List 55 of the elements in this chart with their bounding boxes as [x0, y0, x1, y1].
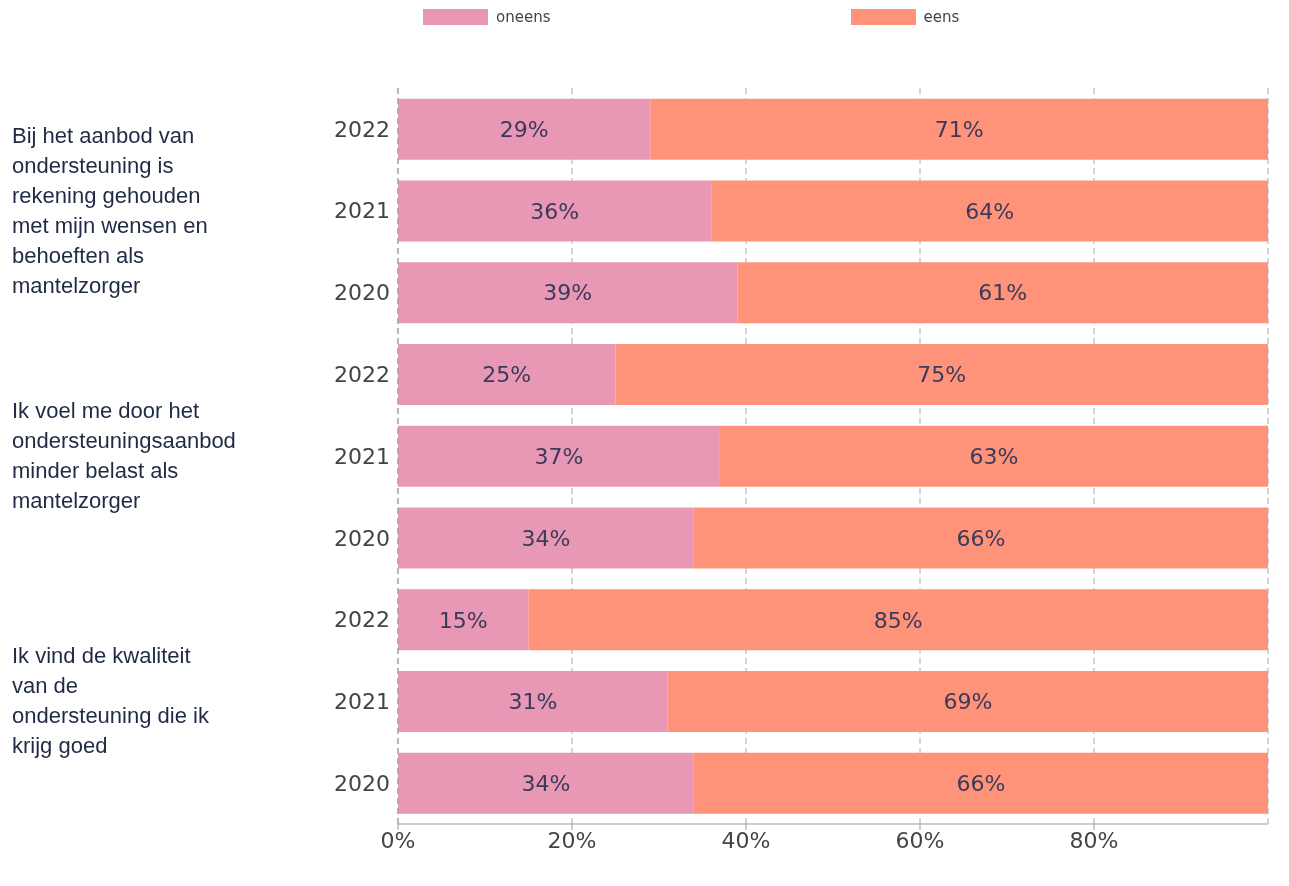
- bar: [398, 98, 651, 160]
- bar: [398, 752, 694, 814]
- y-tick-label: 2021: [334, 689, 390, 715]
- data-label: 63%: [969, 444, 1019, 470]
- data-label: 31%: [508, 689, 558, 715]
- bar: [398, 262, 738, 324]
- bar: [528, 589, 1268, 651]
- data-label: 25%: [482, 362, 532, 388]
- data-label: 69%: [943, 689, 993, 715]
- x-tick-label: 20%: [547, 827, 597, 853]
- x-tick-label: 40%: [721, 827, 771, 853]
- y-tick-label: 2020: [334, 280, 390, 306]
- data-label: 75%: [917, 362, 967, 388]
- text: Bij het aanbod van ondersteuning is rekening gehouden met mijn wensen en behoeften als mantelzorger: [12, 121, 209, 300]
- y-tick-label: 2022: [334, 607, 390, 633]
- data-label: 66%: [956, 525, 1006, 551]
- text: Ik vind de kwaliteit van de ondersteuning die ik krijg goed: [12, 642, 210, 761]
- data-label: 39%: [543, 280, 593, 306]
- y-tick-label: 2020: [334, 525, 390, 551]
- bar: [398, 671, 668, 733]
- bar: [693, 507, 1268, 569]
- y-tick-label: 2021: [334, 198, 390, 224]
- data-label: 36%: [530, 198, 580, 224]
- bar: [398, 425, 720, 487]
- text: Ik voel me door het ondersteuningsaanbod minder belast als mantelzorger: [12, 397, 236, 515]
- bar: [693, 752, 1268, 814]
- data-label: 34%: [521, 771, 571, 797]
- data-label: 15%: [438, 607, 488, 633]
- data-label: 66%: [956, 771, 1006, 797]
- data-label: 71%: [934, 116, 984, 142]
- y-tick-label: 2022: [334, 362, 390, 388]
- bar: [398, 589, 529, 651]
- bar: [719, 425, 1268, 487]
- y-tick-label: 2021: [334, 443, 390, 469]
- y-tick-label: 2020: [334, 770, 390, 796]
- bar: [737, 262, 1268, 324]
- bar: [711, 180, 1268, 242]
- legend-label: eens: [922, 8, 961, 26]
- bar: [650, 98, 1268, 160]
- data-label: 29%: [499, 116, 549, 142]
- legend-label: oneens: [495, 8, 552, 26]
- data-label: 37%: [534, 444, 584, 470]
- data-label: 34%: [521, 525, 571, 551]
- x-tick-label: 80%: [1069, 827, 1119, 853]
- data-label: 61%: [978, 280, 1028, 306]
- x-tick-label: 60%: [895, 827, 945, 853]
- bar: [398, 507, 694, 569]
- bar: [667, 671, 1268, 733]
- data-label: 85%: [873, 607, 923, 633]
- bar: [398, 343, 616, 405]
- data-label: 64%: [965, 198, 1015, 224]
- bar: [615, 343, 1268, 405]
- x-tick-label: 0%: [380, 827, 416, 853]
- y-tick-label: 2022: [334, 116, 390, 142]
- bar: [398, 180, 712, 242]
